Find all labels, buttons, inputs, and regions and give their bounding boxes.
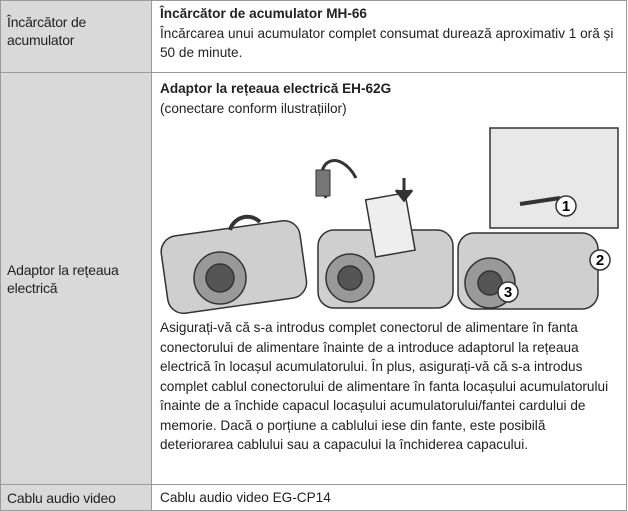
callout: 3 — [504, 284, 512, 301]
item-text: Asigurați-vă că s-a introdus complet con… — [160, 320, 609, 452]
item-title: Încărcător de acumulator MH-66 — [160, 6, 367, 21]
row-content: Încărcător de acumulator MH-66 Încărcare… — [151, 0, 627, 73]
row-label: Încărcător de acumulator — [0, 0, 152, 73]
illustration: 1 2 3 — [160, 127, 619, 315]
callout: 2 — [596, 252, 604, 269]
item-subtitle: (conectare conform ilustrațiilor) — [160, 100, 347, 116]
row: Încărcător de acumulator Încărcător de a… — [0, 0, 627, 73]
row-label: Cablu audio video — [0, 484, 152, 511]
row: Adaptor la rețeaua electrică Adaptor la … — [0, 72, 627, 485]
row-label: Adaptor la rețeaua electrică — [0, 72, 152, 485]
row-content: Cablu audio video EG-CP14 — [151, 484, 627, 511]
row: Cablu audio video Cablu audio video EG-C… — [0, 484, 627, 511]
row-content: Adaptor la rețeaua electrică EH-62G (con… — [151, 72, 627, 485]
item-text: Cablu audio video EG-CP14 — [160, 489, 331, 505]
callout: 1 — [562, 198, 570, 215]
item-title: Adaptor la rețeaua electrică EH-62G — [160, 81, 392, 96]
item-text: Încărcarea unui acumulator complet consu… — [160, 25, 614, 61]
